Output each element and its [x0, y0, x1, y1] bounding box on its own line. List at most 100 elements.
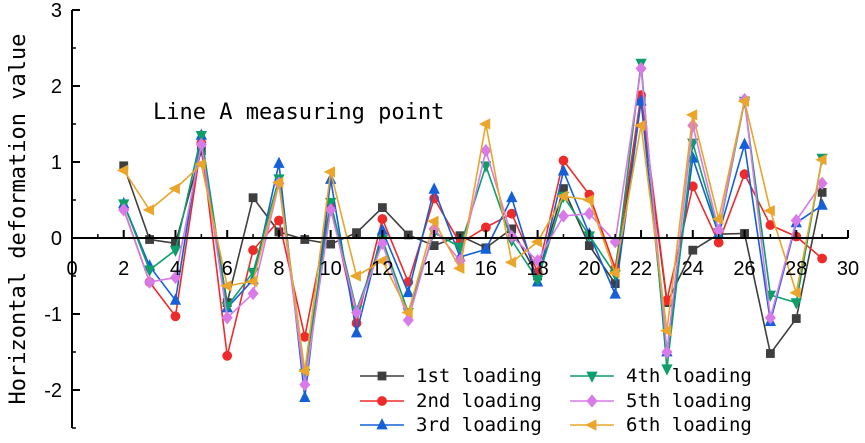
data-point — [764, 311, 776, 325]
data-point — [635, 61, 647, 76]
legend-item: 4th loading — [570, 365, 752, 387]
data-point — [634, 119, 646, 132]
data-point — [297, 365, 310, 377]
series-line — [122, 95, 823, 356]
data-point — [326, 239, 336, 249]
x-tick-label: 24 — [682, 258, 704, 280]
x-tick-label: 22 — [630, 258, 652, 280]
data-point — [685, 109, 698, 121]
data-point — [377, 214, 388, 224]
y-tick-label: 0 — [51, 228, 62, 250]
data-point — [194, 158, 206, 170]
legend-label: 1st loading — [416, 365, 542, 387]
data-point — [274, 215, 284, 226]
data-point — [323, 166, 336, 178]
data-point — [530, 236, 542, 248]
legend-swatch-marker — [586, 371, 598, 383]
data-point — [478, 118, 491, 130]
data-point — [299, 378, 311, 392]
legend-swatch-marker — [585, 419, 597, 431]
x-tick-label: 18 — [526, 258, 548, 280]
data-point — [816, 176, 828, 190]
data-point — [661, 364, 673, 376]
data-point — [272, 176, 284, 189]
data-point — [558, 155, 569, 166]
data-point — [791, 314, 801, 323]
data-point — [376, 236, 388, 250]
data-point — [584, 241, 594, 251]
data-point — [609, 287, 621, 299]
y-tick-label: -1 — [44, 304, 62, 326]
data-point — [711, 213, 724, 225]
data-point — [222, 350, 233, 361]
y-tick-label: -2 — [44, 380, 62, 402]
data-point — [325, 203, 337, 217]
legend-item: 1st loading — [360, 365, 542, 387]
series-line — [123, 101, 823, 372]
data-point — [557, 164, 570, 176]
data-point — [582, 194, 594, 206]
data-point — [350, 326, 363, 338]
data-point — [402, 285, 414, 298]
data-point — [169, 270, 181, 285]
legend-label: 2nd loading — [416, 390, 542, 412]
x-axis: 024681012141618202224262830 — [66, 230, 859, 280]
data-point — [790, 213, 802, 228]
legend-item: 3rd loading — [360, 414, 542, 436]
data-point — [506, 190, 518, 203]
legend-label: 4th loading — [626, 365, 752, 387]
legend-item: 5th loading — [570, 390, 752, 412]
data-point — [247, 286, 259, 301]
data-point — [531, 275, 544, 287]
x-tick-label: 6 — [222, 258, 233, 280]
data-point — [273, 156, 285, 168]
data-point — [246, 275, 258, 287]
legend-swatch-marker — [377, 396, 387, 406]
x-tick-label: 26 — [733, 258, 755, 280]
series-6 — [116, 95, 827, 377]
data-point — [351, 305, 363, 320]
y-axis-title: Horizontal deformation value — [6, 34, 31, 405]
data-point — [168, 182, 180, 195]
y-axis: -2 -1 0 1 2 3 — [44, 0, 80, 429]
x-tick-label: 30 — [837, 258, 859, 280]
legend-swatch-marker — [377, 371, 387, 381]
data-point — [220, 280, 232, 292]
x-tick-label: 16 — [475, 258, 497, 280]
data-point — [195, 137, 207, 152]
legend-swatch-marker — [586, 394, 598, 408]
data-point — [557, 209, 569, 223]
series-line — [122, 101, 823, 398]
data-point — [377, 203, 387, 213]
legend-label: 6th loading — [626, 414, 752, 436]
data-point — [169, 245, 182, 258]
data-point — [401, 306, 413, 319]
data-point — [688, 245, 698, 255]
legend-item: 2nd loading — [360, 390, 542, 412]
data-point — [427, 215, 439, 227]
data-point — [766, 349, 775, 358]
data-point — [816, 198, 828, 210]
data-point — [453, 262, 465, 275]
data-point — [143, 265, 156, 277]
x-tick-label: 20 — [578, 258, 600, 280]
legend-label: 5th loading — [626, 390, 752, 412]
data-point — [375, 255, 387, 267]
x-tick-label: 14 — [423, 258, 445, 280]
data-point — [299, 390, 311, 403]
data-point — [144, 275, 156, 289]
data-point — [248, 193, 258, 203]
data-point — [737, 95, 749, 107]
data-point — [817, 253, 828, 264]
data-point — [660, 325, 672, 337]
data-point — [142, 204, 155, 216]
x-tick-label: 10 — [320, 258, 342, 280]
legend-item: 6th loading — [570, 414, 752, 436]
chart-annotation: Line A measuring point — [153, 100, 444, 125]
data-point — [349, 270, 361, 282]
data-point — [763, 204, 775, 217]
data-point — [170, 311, 181, 322]
data-point — [661, 345, 673, 359]
